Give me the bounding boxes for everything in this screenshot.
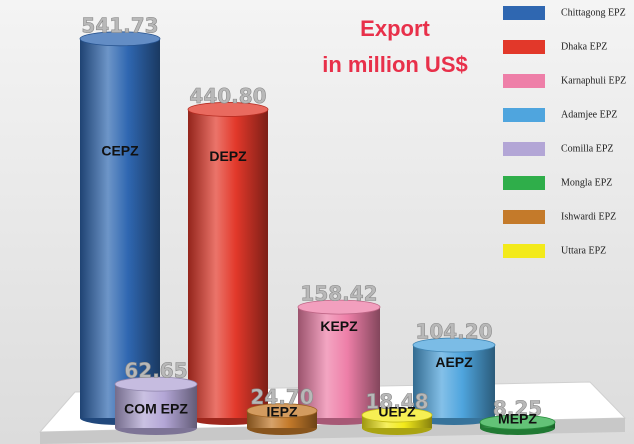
- cylinder-top: [479, 414, 556, 430]
- category-label: CEPZ: [101, 142, 139, 158]
- legend-label: Dhaka EPZ: [561, 41, 607, 52]
- category-label: MEPZ: [498, 411, 537, 427]
- legend-swatch: [503, 176, 545, 190]
- legend-swatch: [503, 108, 545, 122]
- legend-swatch: [503, 40, 545, 54]
- category-label: KEPZ: [320, 318, 358, 334]
- legend-swatch: [503, 142, 545, 156]
- legend-label: Mongla EPZ: [561, 177, 612, 188]
- value-label: 541.73: [81, 13, 158, 37]
- category-label: UEPZ: [378, 404, 416, 420]
- category-label: COM EPZ: [124, 401, 188, 417]
- cylinder-top: [187, 102, 269, 117]
- value-label: 24.70: [250, 385, 313, 409]
- cylinder-top: [79, 31, 161, 47]
- bar: [413, 345, 495, 418]
- cylinder-top: [297, 299, 381, 315]
- legend-label: Chittagong EPZ: [561, 7, 626, 18]
- legend-label: Comilla EPZ: [561, 143, 614, 154]
- legend-swatch: [503, 244, 545, 258]
- value-label: 8.25: [493, 397, 542, 421]
- cylinder-top: [412, 337, 496, 353]
- bar: [188, 109, 268, 418]
- value-label: 62.65: [124, 359, 187, 383]
- category-label: AEPZ: [435, 354, 473, 370]
- value-label: 18.48: [365, 390, 428, 414]
- legend-swatch: [503, 6, 545, 20]
- legend-label: Ishwardi EPZ: [561, 211, 616, 222]
- cylinder-top: [114, 376, 198, 392]
- cylinder-top: [246, 403, 318, 419]
- legend-swatch: [503, 74, 545, 88]
- legend-swatch: [503, 210, 545, 224]
- category-label: IEPZ: [266, 404, 298, 420]
- cylinder-top: [361, 407, 433, 423]
- bar: [80, 38, 160, 418]
- legend-label: Karnaphuli EPZ: [561, 75, 626, 86]
- chart-subtitle: in million US$: [322, 52, 467, 77]
- legend-label: Adamjee EPZ: [561, 109, 617, 120]
- category-label: DEPZ: [209, 148, 247, 164]
- chart-title: Export: [360, 16, 430, 41]
- value-label: 440.80: [189, 84, 266, 108]
- floor-edge: [40, 418, 625, 444]
- value-label: 104.20: [415, 320, 492, 344]
- value-label: 158.42: [300, 282, 377, 306]
- legend-label: Uttara EPZ: [561, 245, 606, 256]
- bar: [298, 307, 380, 418]
